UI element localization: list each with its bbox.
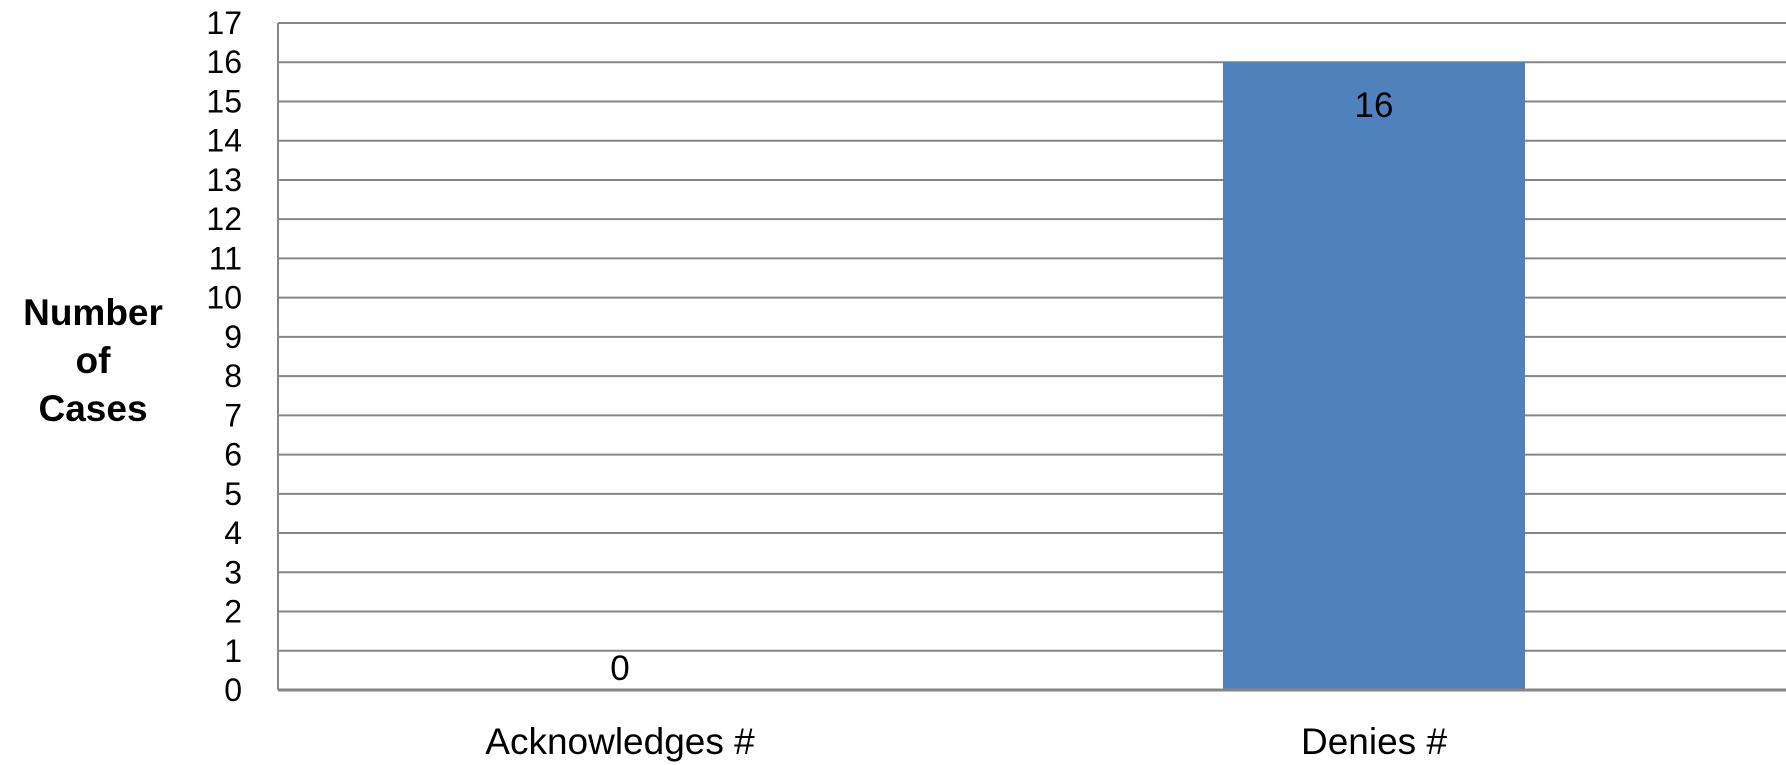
y-axis-label-line-3: Cases <box>38 388 147 429</box>
y-tick-label: 16 <box>206 44 242 80</box>
data-labels: 0 16 <box>610 86 1393 688</box>
axes <box>277 23 1786 692</box>
y-tick-label: 5 <box>224 476 242 512</box>
y-tick-label: 1 <box>224 633 242 669</box>
y-tick-label: 0 <box>224 672 242 708</box>
x-category-labels: Acknowledges # Denies # <box>485 721 1447 762</box>
x-category-label: Denies # <box>1301 721 1447 762</box>
bars <box>1223 62 1525 691</box>
y-tick-label: 8 <box>224 358 242 394</box>
y-tick-label: 3 <box>224 554 242 590</box>
y-tick-label: 12 <box>206 201 242 237</box>
y-tick-label: 2 <box>224 594 242 630</box>
y-tick-label: 11 <box>209 240 242 276</box>
y-tick-label: 15 <box>206 83 242 119</box>
y-tick-label: 17 <box>206 5 242 41</box>
y-tick-label: 9 <box>224 319 242 355</box>
y-axis-label-line-1: Number <box>23 292 163 333</box>
y-tick-label: 10 <box>206 280 242 316</box>
y-tick-label: 7 <box>224 397 242 433</box>
data-label: 0 <box>610 649 629 688</box>
y-tick-label: 6 <box>224 437 242 473</box>
x-category-label: Acknowledges # <box>485 721 755 762</box>
gridlines <box>278 22 1786 652</box>
bar <box>1223 62 1525 691</box>
y-tick-label: 14 <box>206 123 242 159</box>
y-tick-label: 4 <box>224 515 242 551</box>
y-tick-label: 13 <box>206 162 242 198</box>
y-axis-label-line-2: of <box>76 340 112 381</box>
data-label: 16 <box>1355 86 1394 125</box>
